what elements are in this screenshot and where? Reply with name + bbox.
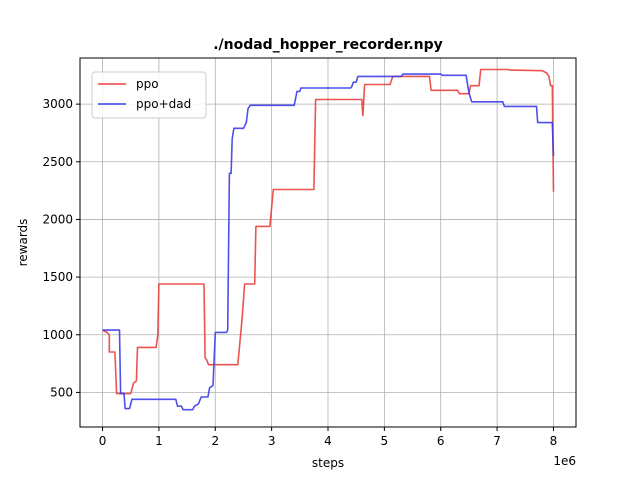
x-tick-label: 7 <box>493 434 501 448</box>
x-tick-label: 4 <box>324 434 332 448</box>
y-tick-label: 1000 <box>42 328 73 342</box>
y-tick-label: 1500 <box>42 270 73 284</box>
y-axis-label: rewards <box>16 219 30 267</box>
y-tick-label: 2500 <box>42 155 73 169</box>
y-tick-label: 3000 <box>42 97 73 111</box>
x-tick-label: 8 <box>550 434 558 448</box>
legend-label-ppo: ppo <box>136 77 159 91</box>
x-axis-offset-text: 1e6 <box>553 454 576 468</box>
x-tick-label: 6 <box>437 434 445 448</box>
legend-label-ppo-dad: ppo+dad <box>136 97 191 111</box>
x-tick-label: 3 <box>268 434 276 448</box>
x-axis-label: steps <box>312 456 344 470</box>
series-line-ppo-dad <box>102 73 555 411</box>
plot-lines <box>102 68 555 411</box>
legend: ppo ppo+dad <box>91 71 207 119</box>
x-tick-label: 0 <box>99 434 107 448</box>
x-tick-label: 5 <box>381 434 389 448</box>
chart-title: ./nodad_hopper_recorder.npy <box>213 37 443 53</box>
y-tick-label: 500 <box>50 385 73 399</box>
x-tick-label: 1 <box>155 434 163 448</box>
y-tick-label: 2000 <box>42 212 73 226</box>
series-line-ppo <box>102 68 555 395</box>
axis-ticks: 0 1 2 3 4 5 6 7 8 500 1000 1500 2000 2500 3000 <box>42 97 557 448</box>
x-tick-label: 2 <box>211 434 219 448</box>
